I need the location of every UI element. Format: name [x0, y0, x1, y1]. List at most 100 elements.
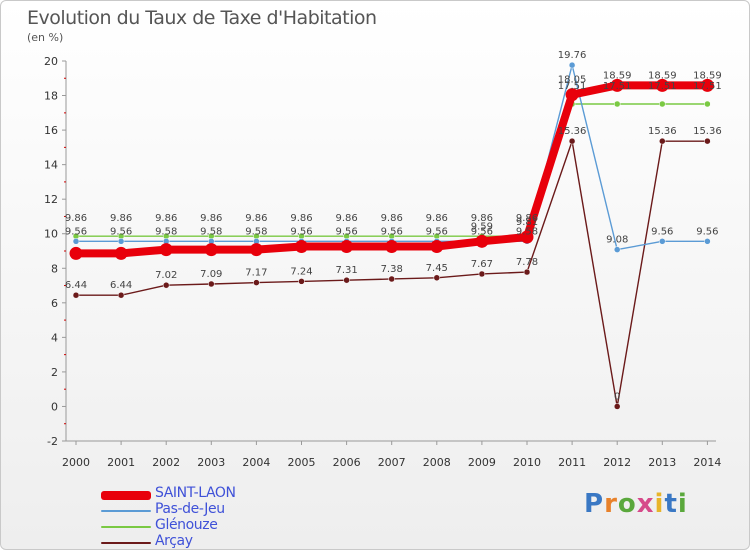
data-label: 7.17: [245, 268, 267, 279]
data-point: [659, 238, 666, 245]
data-point: [117, 238, 125, 245]
legend-swatch: [101, 510, 151, 512]
data-labels-layer: 6.44 6.44 7.02 7.09 7.17 7.24 7.31 7.38 7.45 7.67…: [65, 50, 722, 402]
data-label: 9.86: [245, 213, 267, 224]
x-tick-label: 2006: [333, 456, 361, 469]
data-label: 9.58: [245, 226, 267, 237]
data-label: 18.59: [603, 70, 632, 81]
units-label: (en %): [27, 31, 64, 44]
data-label: 7.24: [290, 266, 312, 277]
data-point: [249, 243, 263, 257]
data-label: 9.86: [471, 213, 493, 224]
x-tick-label: 2001: [107, 456, 135, 469]
data-point: [385, 240, 399, 254]
logo-letter: x: [636, 489, 655, 519]
data-label: 9.56: [381, 226, 403, 237]
data-point: [704, 100, 711, 108]
x-tick-label: 2009: [468, 456, 496, 469]
data-label: 7.67: [471, 259, 493, 270]
y-tick-label: 6: [51, 297, 58, 310]
data-point: [433, 274, 441, 282]
data-label: 7.38: [381, 264, 403, 275]
x-tick-label: 2007: [378, 456, 406, 469]
data-point: [114, 246, 128, 260]
x-tick-label: 2008: [423, 456, 451, 469]
data-point: [700, 78, 714, 92]
x-tick-label: 2010: [513, 456, 541, 469]
data-label: 15.36: [558, 126, 587, 137]
data-point: [610, 78, 624, 92]
series-layer: [69, 61, 714, 410]
legend-label: Pas-de-Jeu: [155, 501, 225, 517]
data-label: 15.36: [648, 126, 677, 137]
x-tick-label: 2002: [152, 456, 180, 469]
data-label: 9.81: [516, 217, 538, 228]
data-label: 9.56: [471, 226, 493, 237]
data-label: 6.44: [65, 280, 87, 291]
data-point: [568, 61, 576, 69]
data-label: 7.78: [516, 257, 538, 268]
data-label: 9.86: [155, 213, 177, 224]
data-label: 7.02: [155, 270, 177, 281]
data-point: [69, 246, 83, 260]
y-tick-label: 4: [51, 331, 58, 344]
data-label: 17.51: [603, 81, 632, 92]
data-point: [430, 240, 444, 254]
logo-letter: i: [654, 489, 665, 519]
proxiti-logo: Proxiti: [584, 489, 688, 519]
y-tick-label: 18: [44, 90, 58, 103]
data-point: [613, 246, 621, 253]
legend-label: Glénouze: [155, 517, 218, 533]
y-tick-label: 8: [51, 262, 58, 275]
y-tick-label: 10: [44, 228, 58, 241]
y-tick-label: -2: [47, 435, 58, 448]
logo-letter: t: [664, 489, 678, 519]
data-point: [117, 291, 125, 299]
data-label: 9.58: [155, 226, 177, 237]
y-tick-label: 16: [44, 124, 58, 137]
data-label: 9.86: [290, 213, 312, 224]
y-tick-label: 2: [51, 366, 58, 379]
x-tick-label: 2012: [603, 456, 631, 469]
x-tick-label: 2013: [648, 456, 676, 469]
legend-label: Arçay: [155, 533, 193, 549]
chart-title: Evolution du Taux de Taxe d'Habitation: [27, 7, 377, 29]
data-label: 17.51: [648, 81, 677, 92]
data-point: [340, 240, 354, 254]
x-tick-label: 2004: [242, 456, 270, 469]
data-label: 9.08: [606, 235, 628, 246]
data-point: [204, 243, 218, 257]
data-point: [478, 270, 486, 278]
data-point: [253, 279, 260, 286]
data-point: [520, 230, 534, 244]
data-label: 7.45: [426, 263, 448, 274]
data-point: [298, 278, 305, 285]
data-label: 9.86: [426, 213, 448, 224]
data-point: [72, 291, 80, 299]
x-tick-label: 2014: [693, 456, 721, 469]
y-tick-label: 0: [51, 400, 58, 413]
x-tick-label: 2011: [558, 456, 586, 469]
data-label: 18.05: [558, 75, 587, 86]
y-tick-label: 14: [44, 159, 58, 172]
data-label: 9.56: [335, 226, 357, 237]
data-label: 9.58: [200, 226, 222, 237]
data-label: 9.58: [516, 226, 538, 237]
data-point: [162, 281, 170, 289]
axes: -2 0 2 4 6 8 10 12 14 16 18 20 2000 2001 2002 2003 2004 2…: [44, 55, 721, 469]
data-label: 15.36: [693, 126, 722, 137]
data-label: 0: [614, 391, 620, 402]
data-label: 6.44: [110, 280, 132, 291]
data-point: [208, 280, 215, 288]
data-point: [388, 275, 395, 283]
data-point: [613, 100, 621, 108]
data-point: [655, 78, 669, 92]
x-tick-label: 2000: [62, 456, 90, 469]
data-point: [704, 137, 711, 145]
data-label: 9.56: [651, 226, 673, 237]
data-label: 18.59: [693, 70, 722, 81]
data-label: 9.86: [516, 213, 538, 224]
data-point: [295, 240, 308, 254]
data-point: [568, 137, 576, 145]
